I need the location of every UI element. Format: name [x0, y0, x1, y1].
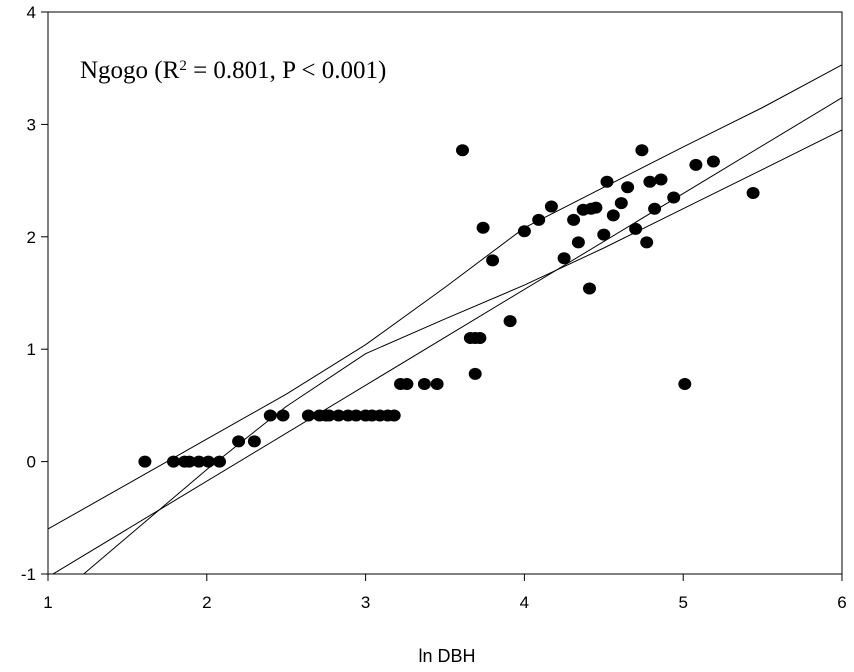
data-point	[648, 202, 662, 215]
data-point	[349, 409, 363, 422]
data-point	[247, 435, 261, 448]
data-point	[746, 187, 760, 199]
confidence-lower-line	[82, 129, 842, 574]
y-tick-label: 0	[27, 453, 36, 472]
annotation-superscript: 2	[179, 58, 187, 74]
data-point	[138, 455, 152, 468]
y-tick-label: 1	[27, 340, 36, 359]
x-tick-label: 6	[837, 593, 846, 612]
annotation-site: Ngogo (R	[80, 57, 180, 84]
y-tick-label: -1	[21, 565, 36, 584]
data-point	[667, 191, 681, 204]
data-points	[138, 144, 760, 468]
data-point	[589, 201, 603, 214]
data-point	[517, 225, 531, 238]
data-point	[583, 282, 596, 295]
data-point	[557, 252, 571, 265]
x-tick-label: 1	[43, 593, 52, 612]
regression-line	[52, 97, 842, 574]
data-point	[192, 455, 206, 468]
data-point	[614, 197, 628, 210]
data-point	[322, 409, 336, 422]
data-point	[387, 409, 401, 422]
data-point	[486, 254, 500, 267]
confidence-upper-line	[48, 64, 842, 530]
data-point	[600, 175, 614, 188]
data-point	[167, 455, 180, 468]
data-point	[213, 455, 226, 468]
x-tick-label: 5	[678, 593, 687, 612]
data-point	[263, 409, 277, 422]
data-point	[544, 200, 558, 213]
data-point	[606, 209, 620, 222]
data-point	[629, 222, 643, 235]
data-point	[635, 144, 649, 157]
data-point	[276, 409, 290, 422]
annotation-stats: = 0.801, P < 0.001)	[187, 57, 387, 84]
data-point	[503, 315, 517, 328]
data-point	[678, 378, 692, 390]
axis-layer: 1 2 3 4 5 6 -1 0 1 2 3 4	[21, 3, 847, 612]
data-point	[643, 175, 657, 188]
plot-frame	[47, 11, 843, 575]
data-point	[182, 455, 196, 468]
data-point	[654, 173, 668, 186]
data-point	[640, 236, 654, 249]
data-point	[567, 213, 581, 226]
data-point	[468, 367, 482, 380]
data-point	[232, 435, 246, 448]
data-point	[400, 378, 414, 390]
data-point	[456, 144, 469, 157]
data-point	[473, 332, 487, 344]
data-point	[476, 221, 490, 234]
data-point	[532, 213, 546, 226]
data-point	[597, 228, 611, 241]
regression-annotation: Ngogo (R2 = 0.801, P < 0.001)	[80, 57, 386, 84]
x-axis-label: ln DBH	[418, 646, 475, 666]
regression-lines	[48, 64, 842, 574]
data-point	[706, 155, 720, 168]
data-point	[201, 455, 215, 468]
y-tick-label: 3	[27, 115, 36, 134]
x-tick-label: 4	[520, 593, 529, 612]
x-tick-label: 3	[361, 593, 370, 612]
data-point	[301, 409, 315, 422]
y-tick-label: 2	[27, 228, 36, 247]
data-point	[332, 409, 346, 422]
x-tick-label: 2	[202, 593, 211, 612]
data-point	[571, 236, 585, 249]
data-point	[430, 378, 444, 390]
y-tick-label: 4	[27, 3, 36, 22]
plot-layer	[48, 64, 842, 574]
data-point	[689, 158, 703, 171]
data-point	[417, 378, 431, 390]
data-point	[621, 181, 635, 194]
